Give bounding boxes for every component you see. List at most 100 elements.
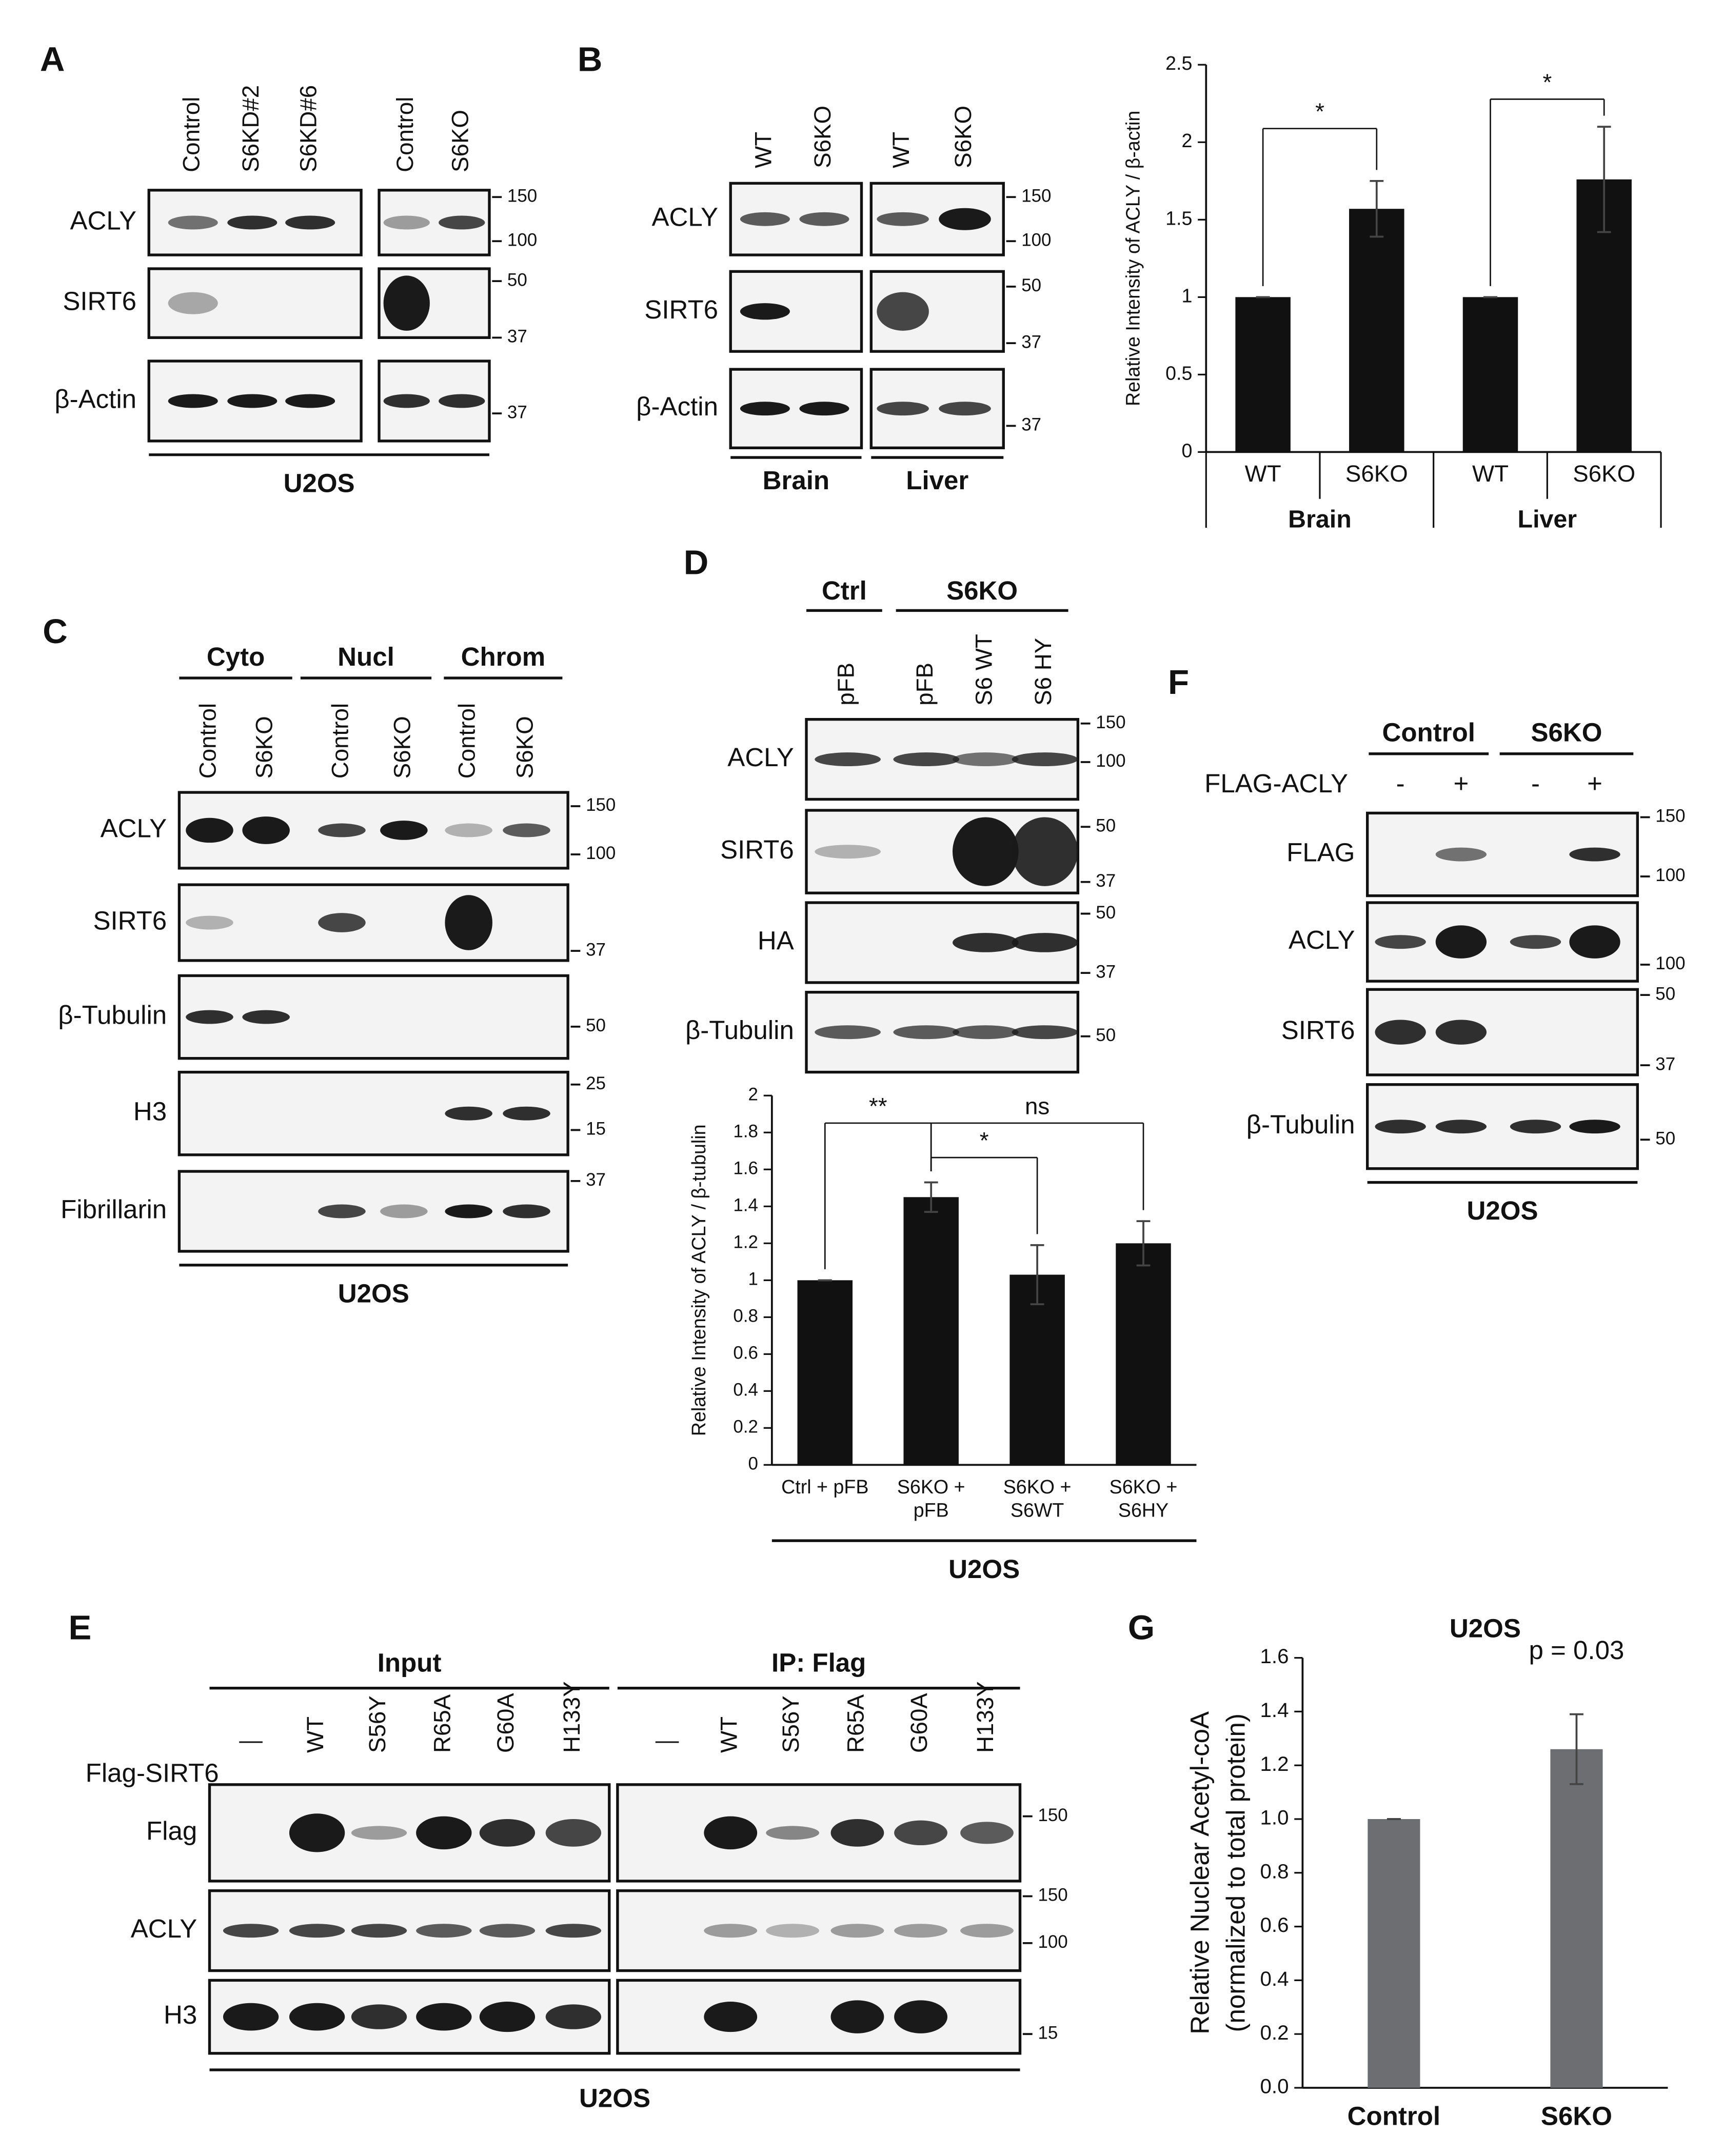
marker-label: 100 [507, 230, 537, 250]
construct-label: Flag-SIRT6 [86, 1758, 219, 1787]
band [953, 752, 1019, 767]
marker-label: 50 [1655, 984, 1675, 1004]
marker-label: 50 [1096, 816, 1116, 836]
y-tick-label: 1.6 [733, 1159, 758, 1179]
band [186, 915, 233, 930]
marker-label: 37 [1021, 415, 1041, 435]
lane-label: WT [750, 132, 776, 168]
band [740, 402, 790, 416]
band [830, 1924, 884, 1938]
cell-label: U2OS [948, 1554, 1020, 1584]
group-label: S6KO [946, 576, 1018, 605]
lane-label: Control [178, 97, 204, 172]
lane-label: H133Y [559, 1681, 585, 1753]
band [380, 821, 428, 840]
row-label: Flag [146, 1816, 197, 1845]
band [704, 1924, 758, 1938]
y-axis-label: Relative Intensity of ACLY / β-actin [1122, 111, 1143, 406]
lane-label: — [656, 1727, 679, 1753]
bar [797, 1280, 853, 1465]
band [318, 913, 366, 932]
band [766, 1826, 820, 1840]
lane-label: S56Y [778, 1695, 804, 1753]
band [503, 1106, 550, 1121]
sign-label: + [1453, 769, 1469, 798]
x-tick-label: S6WT [1011, 1500, 1064, 1521]
band [1569, 1120, 1620, 1134]
band [416, 1924, 472, 1938]
marker-label: 150 [1038, 1885, 1067, 1905]
lane-label: S6 HY [1030, 638, 1056, 706]
group-label: S6KO [1531, 718, 1602, 747]
bar [1368, 1819, 1420, 2088]
marker-label: 100 [1655, 865, 1685, 885]
construct-label: FLAG-ACLY [1204, 769, 1348, 798]
marker-label: 37 [1096, 871, 1116, 891]
group-label: Control [1382, 718, 1475, 747]
row-label: β-Tubulin [1246, 1110, 1355, 1139]
group-label: Liver [1518, 506, 1577, 533]
band [1435, 925, 1487, 959]
marker-label: 150 [1096, 712, 1125, 732]
lane-label: S6KD#6 [295, 85, 322, 172]
y-tick-label: 1.6 [1260, 1645, 1289, 1668]
x-tick-label: Control [1348, 2102, 1440, 2131]
row-label: SIRT6 [720, 835, 794, 864]
lane-label: S6 WT [971, 634, 997, 706]
band [877, 212, 929, 226]
band [1375, 1020, 1426, 1045]
band [830, 2000, 884, 2033]
lane-label: Control [195, 703, 221, 778]
band [877, 402, 929, 416]
annotation: p = 0.03 [1529, 1635, 1624, 1665]
band [186, 817, 233, 843]
bar [1349, 209, 1404, 452]
marker-label: 15 [1038, 2023, 1058, 2043]
lane-label: S6KD#2 [237, 85, 264, 172]
marker-label: 37 [507, 327, 527, 347]
panel-letter: F [1168, 663, 1189, 702]
band [939, 402, 991, 416]
band [939, 208, 991, 230]
band [318, 823, 366, 837]
marker-label: 150 [586, 795, 616, 815]
y-tick-label: 2.5 [1165, 52, 1192, 74]
panel-letter: B [578, 41, 603, 79]
band [1435, 1120, 1487, 1134]
y-tick-label: 1.8 [733, 1122, 758, 1142]
marker-label: 50 [1655, 1128, 1675, 1148]
x-tick-label: WT [1472, 461, 1509, 487]
marker-label: 37 [507, 402, 527, 422]
y-tick-label: 0.6 [733, 1343, 758, 1363]
row-label: β-Tubulin [58, 1001, 167, 1030]
band [242, 816, 290, 844]
band [380, 1204, 428, 1219]
lane-label: S6KO [950, 106, 976, 168]
band [740, 303, 790, 320]
band [351, 2004, 407, 2029]
y-axis-label: Relative Nuclear Acetyl-coA [1185, 1711, 1215, 2034]
band [503, 823, 550, 837]
band [893, 752, 960, 767]
marker-label: 100 [586, 843, 616, 863]
group-label: IP: Flag [771, 1648, 866, 1678]
y-tick-label: 0 [748, 1454, 758, 1474]
band [1012, 752, 1078, 767]
x-tick-label: pFB [914, 1500, 949, 1521]
band [953, 1025, 1019, 1040]
band [1569, 925, 1620, 959]
band [1435, 1020, 1487, 1045]
y-tick-label: 1.4 [1260, 1699, 1289, 1722]
sign-label: - [1396, 769, 1405, 798]
row-label: ACLY [101, 813, 167, 843]
band [168, 215, 218, 230]
y-tick-label: 1.2 [733, 1232, 758, 1252]
band [545, 1924, 602, 1938]
y-tick-label: 0.2 [733, 1417, 758, 1437]
band [445, 1106, 492, 1121]
lane-label: — [239, 1727, 263, 1753]
marker-label: 50 [1021, 275, 1041, 295]
chart-title: U2OS [1450, 1613, 1521, 1643]
y-axis-label: (normalized to total protein) [1221, 1713, 1251, 2032]
marker-label: 50 [586, 1015, 606, 1035]
